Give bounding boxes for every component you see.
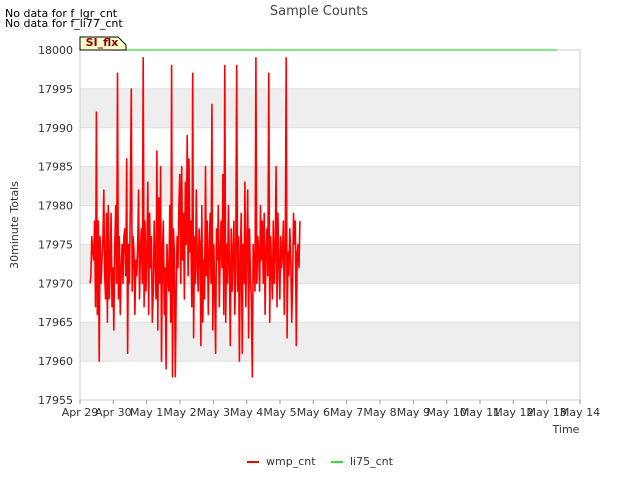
- x-tick-label: May 6: [297, 406, 330, 419]
- series-line-wmp_cnt: [89, 57, 301, 378]
- x-tick-label: May 5: [263, 406, 296, 419]
- y-tick-label: 17960: [38, 355, 73, 368]
- site-tag: SI_flx: [79, 36, 127, 51]
- x-tick-label: May 1: [130, 406, 163, 419]
- x-tick-label: May 4: [230, 406, 263, 419]
- x-axis-title: Time: [552, 423, 580, 436]
- plot-band: [80, 166, 580, 206]
- x-tick-label: May 8: [363, 406, 396, 419]
- x-tick-label: Apr 30: [95, 406, 132, 419]
- x-tick-label: May 9: [397, 406, 430, 419]
- legend: wmp_cnt li75_cnt: [247, 455, 394, 468]
- plot-band: [80, 88, 580, 128]
- x-tick-label: May 12: [493, 406, 533, 419]
- no-data-notice-lgr: No data for f_lgr_cnt: [5, 7, 118, 20]
- plot-bands: [80, 88, 580, 362]
- plot-band: [80, 322, 580, 362]
- x-tick-label: May 3: [197, 406, 230, 419]
- x-tick-label: May 11: [460, 406, 500, 419]
- x-tick-label: May 10: [427, 406, 467, 419]
- x-tick-label: May 7: [330, 406, 363, 419]
- legend-label-wmp: wmp_cnt: [266, 455, 316, 468]
- legend-label-li75: li75_cnt: [350, 455, 394, 468]
- x-tick-label: Apr 29: [62, 406, 99, 419]
- y-tick-label: 17955: [38, 394, 73, 407]
- y-axis-ticks: 17955 17960 17965 17970 17975 17980 17985 17990…: [38, 44, 73, 407]
- y-tick-label: 17985: [38, 161, 73, 174]
- x-tick-label: May 2: [163, 406, 196, 419]
- y-tick-label: 18000: [38, 44, 73, 57]
- y-tick-label: 17980: [38, 200, 73, 213]
- y-axis-title: 30minute Totals: [8, 181, 21, 269]
- series-layer: [89, 49, 557, 378]
- site-tag-label: SI_flx: [86, 36, 119, 49]
- y-tick-label: 17965: [38, 316, 73, 329]
- y-tick-label: 17990: [38, 122, 73, 135]
- no-data-notice-li77: No data for f_li77_cnt: [5, 17, 123, 30]
- site-tag-shape: [79, 36, 127, 51]
- x-tick-label: May 13: [527, 406, 567, 419]
- y-tick-label: 17995: [38, 83, 73, 96]
- chart-title: Sample Counts: [270, 4, 368, 19]
- y-tick-label: 17975: [38, 238, 73, 251]
- y-tick-label: 17970: [38, 277, 73, 290]
- x-tick-label: May 14: [560, 406, 600, 419]
